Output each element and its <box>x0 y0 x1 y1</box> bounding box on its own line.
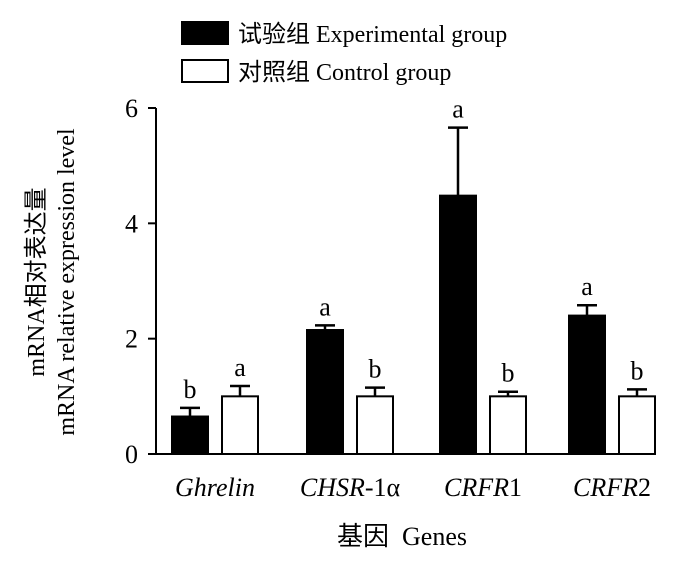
y-tick-label: 6 <box>125 94 138 123</box>
bar-experimental <box>568 314 606 455</box>
bar-experimental <box>171 415 209 455</box>
legend: 试验组 Experimental group 对照组 Control group <box>181 21 507 86</box>
y-tick-label: 2 <box>125 325 138 354</box>
bar-control <box>356 395 394 456</box>
significance-letter: a <box>319 292 331 321</box>
significance-letter: b <box>631 356 644 385</box>
x-tick-label-crfr1: CRFR1 <box>444 473 522 502</box>
y-axis-title-en: mRNA relative expression level <box>54 128 80 436</box>
bar-experimental <box>306 329 344 455</box>
bars: b a a b a b a b <box>171 95 656 456</box>
significance-letter: a <box>581 272 593 301</box>
y-axis-title: mRNA相对表达量 mRNA relative expression level <box>23 128 80 436</box>
significance-letter: a <box>452 95 464 124</box>
x-tick-label-chsr1a: CHSR-1α <box>300 473 401 502</box>
legend-label-control: 对照组 Control group <box>238 59 451 86</box>
x-tick-label-crfr2: CRFR2 <box>573 473 651 502</box>
legend-swatch-experimental <box>181 21 229 45</box>
legend-label-experimental: 试验组 Experimental group <box>238 21 507 48</box>
x-tick-labels: Ghrelin CHSR-1α CRFR1 CRFR2 <box>175 473 651 502</box>
bar-control <box>618 395 656 456</box>
significance-letter: a <box>234 353 246 382</box>
bar-control <box>221 395 259 456</box>
y-tick-label: 4 <box>125 209 138 238</box>
significance-letter: b <box>369 355 382 384</box>
significance-letter: b <box>502 359 515 388</box>
x-axis-title: 基因 Genes <box>337 522 467 551</box>
significance-letter: b <box>184 375 197 404</box>
y-ticks: 0 2 4 6 <box>125 94 156 469</box>
y-tick-label: 0 <box>125 440 138 469</box>
bar-experimental <box>439 194 477 456</box>
bar-control <box>489 395 527 456</box>
y-axis-title-cn: mRNA相对表达量 <box>23 187 50 376</box>
x-tick-label-ghrelin: Ghrelin <box>175 473 255 502</box>
legend-swatch-control <box>181 59 229 83</box>
